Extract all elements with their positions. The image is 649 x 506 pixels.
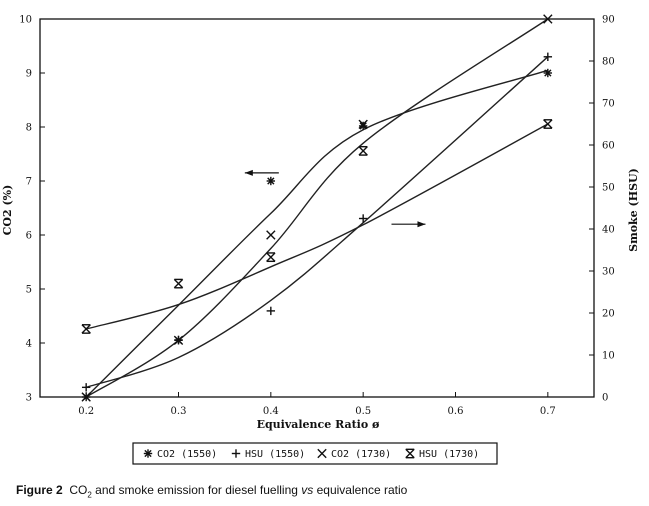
- data-point-hsu-1550: [266, 306, 276, 316]
- x-tick-label: 0.7: [540, 406, 556, 417]
- data-point-hsu-1730: [266, 252, 276, 263]
- data-point-co2-1550: [266, 176, 276, 186]
- plot-area-border: [39, 18, 595, 398]
- legend-marker-co2-1550: [143, 449, 153, 458]
- y-axis-right-title: Smoke (HSU): [627, 168, 640, 252]
- legend-label-co2-1730: CO2 (1730): [331, 449, 391, 460]
- fit-curves: [85, 18, 549, 398]
- legend-label-hsu-1730: HSU (1730): [419, 449, 479, 460]
- data-point-hsu-1730: [173, 278, 184, 289]
- data-point-hsu-1550: [358, 214, 368, 223]
- x-tick-label: 0.6: [448, 406, 464, 417]
- y-right-tick-label: 90: [602, 15, 615, 26]
- fit-curve-co2-1730: [85, 18, 549, 398]
- y-axis-left-title: CO2 (%): [1, 185, 14, 236]
- caption-text: CO2 and smoke emission for diesel fuelli…: [69, 483, 408, 500]
- data-point-hsu-1730: [543, 119, 553, 129]
- x-tick-label: 0.5: [355, 406, 371, 417]
- figure-label: Figure 2: [16, 483, 63, 497]
- y-right-tick-label: 10: [602, 351, 615, 362]
- arrow-right: [391, 221, 426, 228]
- y-right-tick-label: 80: [602, 57, 615, 68]
- y-right-tick-label: 70: [602, 99, 615, 110]
- fit-curve-hsu-1550: [85, 56, 549, 388]
- data-point-hsu-1550: [81, 383, 91, 392]
- data-point-co2-1730: [81, 392, 91, 402]
- y-left-tick-label: 3: [26, 393, 32, 404]
- y-left-tick-label: 7: [26, 177, 32, 188]
- arrow-left: [244, 169, 279, 176]
- data-point-co2-1730: [266, 230, 276, 240]
- x-axis-title: Equivalence Ratio ø: [257, 418, 380, 431]
- x-tick-label: 0.3: [171, 406, 187, 417]
- y-left-tick-label: 4: [26, 339, 32, 350]
- y-right-tick-label: 40: [602, 225, 615, 236]
- legend-marker-hsu-1550: [231, 449, 241, 458]
- data-point-hsu-1730: [81, 324, 91, 334]
- tick-layer: 0.2 0.3 0.4 0.5 0.6 0.7 3 4 5 6 7 8 9 10 0 10 20 30 40 50 60…: [19, 15, 614, 418]
- legend-label-hsu-1550: HSU (1550): [245, 449, 305, 460]
- y-right-tick-label: 50: [602, 183, 615, 194]
- data-point-co2-1550: [358, 121, 368, 131]
- plot-frame: [39, 18, 595, 398]
- data-point-co2-1730: [173, 335, 184, 345]
- legend-box: [132, 442, 498, 465]
- y-right-tick-label: 0: [602, 393, 608, 404]
- figure-caption: Figure 2 CO2 and smoke emission for dies…: [16, 483, 407, 499]
- legend-marker-co2-1730: [317, 448, 327, 459]
- data-point-co2-1730: [543, 14, 553, 24]
- data-point-hsu-1550: [543, 52, 553, 61]
- fit-curve-hsu-1730: [86, 123, 549, 330]
- data-point-co2-1550: [543, 68, 553, 78]
- legend: CO2 (1550) HSU (1550) CO2 (1730) HSU (1730): [132, 442, 498, 465]
- data-point-hsu-1730: [358, 145, 368, 156]
- y-right-tick-label: 30: [602, 267, 615, 278]
- y-right-tick-label: 20: [602, 309, 615, 320]
- y-left-tick-label: 5: [26, 285, 32, 296]
- data-markers: [81, 14, 553, 402]
- chart: 0.2 0.3 0.4 0.5 0.6 0.7 3 4 5 6 7 8 9 10 0 10 20 30 40 50 60…: [1, 14, 640, 465]
- y-left-tick-label: 9: [26, 69, 32, 80]
- y-left-tick-label: 8: [26, 123, 32, 134]
- legend-label-co2-1550: CO2 (1550): [157, 449, 217, 460]
- y-left-tick-label: 6: [26, 231, 32, 242]
- legend-marker-hsu-1730: [405, 448, 415, 459]
- data-point-co2-1730: [358, 119, 368, 129]
- fit-curve-co2-1550: [85, 69, 549, 398]
- y-right-tick-label: 60: [602, 141, 615, 152]
- axis-arrows: [244, 169, 426, 228]
- x-tick-label: 0.4: [263, 406, 279, 417]
- y-left-tick-label: 10: [19, 15, 32, 26]
- x-tick-label: 0.2: [78, 406, 94, 417]
